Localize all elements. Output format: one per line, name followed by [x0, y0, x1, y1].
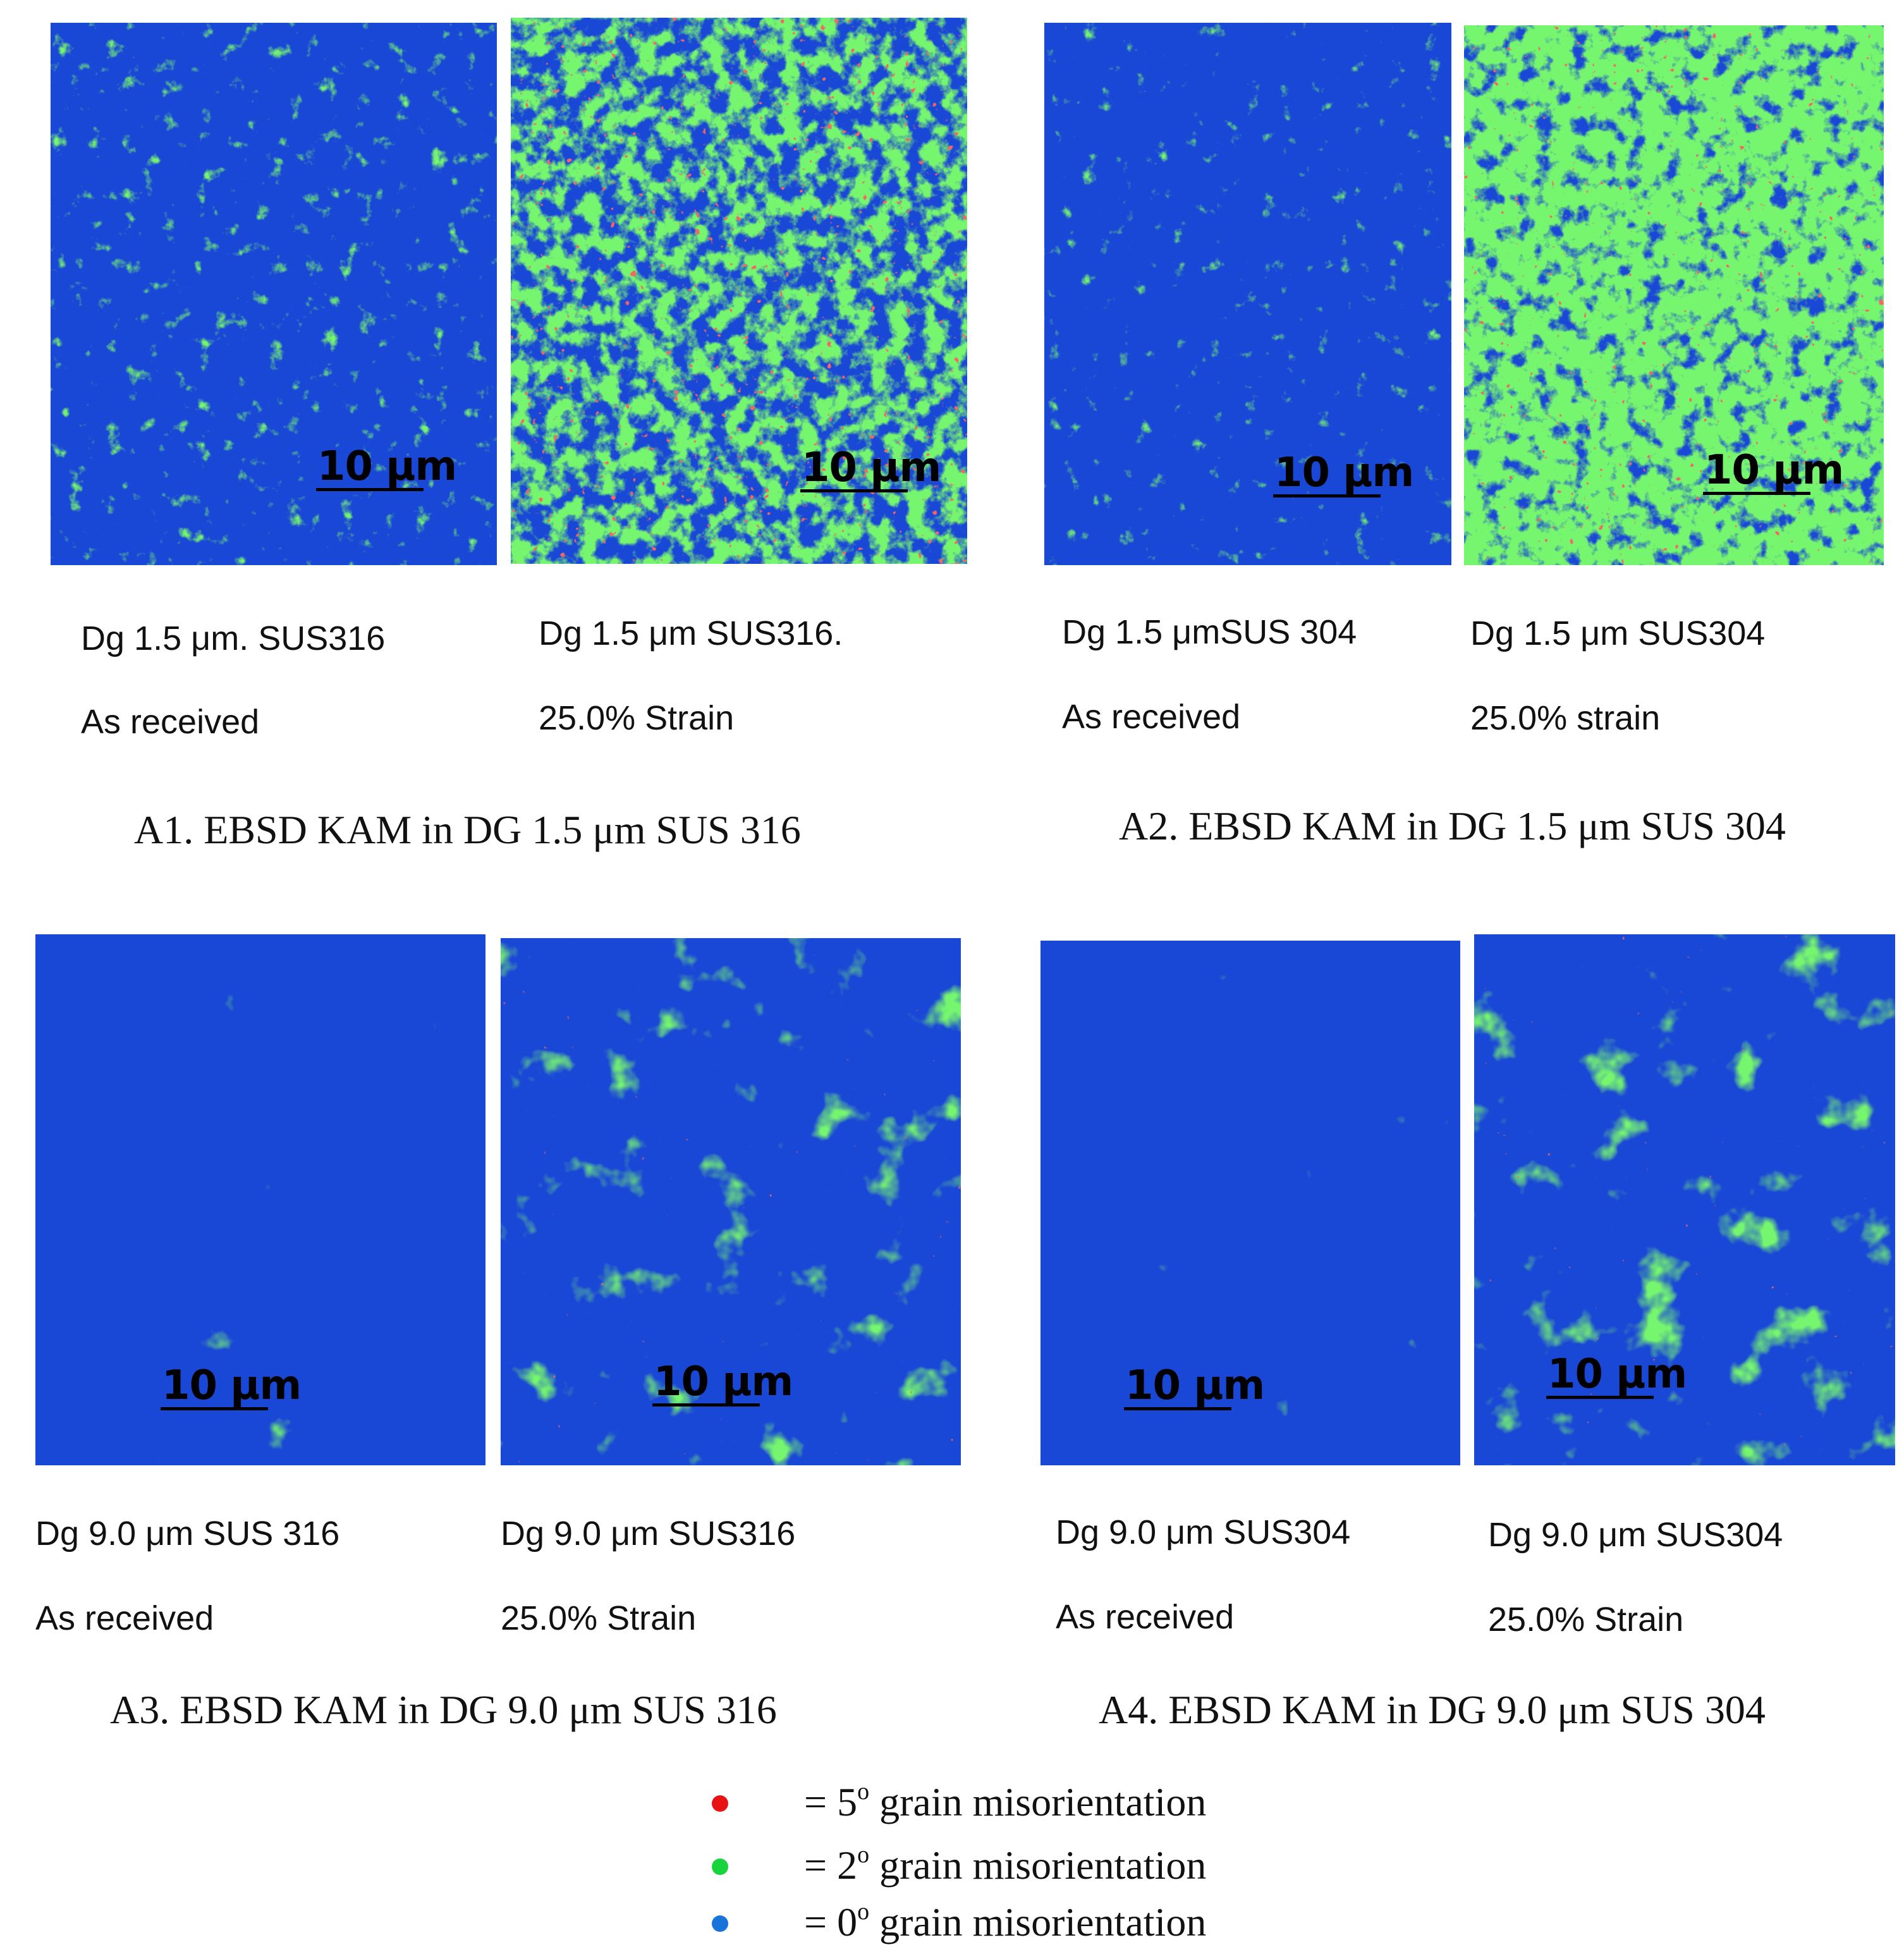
legend-degree-symbol: o	[857, 1898, 870, 1925]
legend-degree-symbol: o	[857, 1778, 870, 1805]
figure-part-title: A1. EBSD KAM in DG 1.5 μm SUS 316	[134, 807, 801, 852]
panel-caption-line1: Dg 1.5 μm SUS304	[1470, 614, 1766, 652]
legend-entry-2deg: = 2o grain misorientation	[804, 1843, 1206, 1888]
legend-label: grain misorientation	[869, 1843, 1207, 1888]
panel-caption-line1: Dg 1.5 μm. SUS316	[81, 620, 386, 657]
legend-entry-5deg: = 5o grain misorientation	[804, 1778, 1207, 1824]
scale-bar-label: 10 μm	[1273, 449, 1414, 497]
panel-caption-line1: Dg 9.0 μm SUS 316	[35, 1515, 340, 1553]
panel-caption-line2: As received	[81, 703, 260, 741]
kam-map-a3-as-received: 10 μm	[35, 934, 485, 1465]
kam-map-a2-strained: 10 μm	[1464, 25, 1884, 565]
kam-texture	[35, 934, 485, 1465]
legend-label: grain misorientation	[869, 1900, 1207, 1944]
scale-bar-label: 10 μm	[316, 443, 457, 491]
scale-bar-label: 10 μm	[1546, 1351, 1687, 1399]
kam-map-a3-strained: 10 μm	[501, 938, 961, 1465]
legend-blue-marker	[712, 1915, 728, 1932]
panel-caption-line2: 25.0% Strain	[539, 699, 735, 737]
panel-caption-line2: As received	[1056, 1598, 1235, 1636]
legend-green-marker	[712, 1858, 728, 1875]
legend-value: = 0	[804, 1900, 858, 1944]
panel-caption-line1: Dg 9.0 μm SUS304	[1056, 1513, 1351, 1551]
legend-value: = 2	[804, 1843, 858, 1888]
kam-texture	[1464, 25, 1884, 565]
legend-entry-0deg: = 0o grain misorientation	[804, 1900, 1206, 1944]
kam-map-a4-strained: 10 μm	[1474, 934, 1895, 1465]
kam-texture	[1474, 934, 1895, 1465]
panel-caption-line1: Dg 1.5 μmSUS 304	[1062, 613, 1357, 651]
scale-bar-label: 10 μm	[800, 444, 941, 492]
legend-value: = 5	[804, 1779, 858, 1824]
figure-part-title: A4. EBSD KAM in DG 9.0 μm SUS 304	[1099, 1687, 1766, 1732]
kam-map-a4-as-received: 10 μm	[1040, 941, 1460, 1465]
panel-caption-line1: Dg 9.0 μm SUS316	[501, 1515, 796, 1553]
legend-label: grain misorientation	[869, 1779, 1207, 1824]
scale-bar-label: 10 μm	[652, 1358, 793, 1407]
scale-bar-label: 10 μm	[1124, 1362, 1265, 1410]
figure-part-title: A3. EBSD KAM in DG 9.0 μm SUS 316	[110, 1687, 777, 1732]
panel-caption-line1: Dg 9.0 μm SUS304	[1488, 1516, 1783, 1554]
legend-degree-symbol: o	[857, 1841, 870, 1868]
kam-texture	[501, 938, 961, 1465]
kam-texture	[1044, 23, 1451, 565]
panel-caption-line2: 25.0% Strain	[501, 1599, 697, 1637]
kam-texture	[1040, 941, 1460, 1465]
kam-map-a1-as-received: 10 μm	[51, 23, 497, 565]
panel-caption-line2: 25.0% Strain	[1488, 1601, 1684, 1639]
kam-map-a2-as-received: 10 μm	[1044, 23, 1451, 565]
panel-caption-line2: As received	[1062, 698, 1241, 736]
figure-part-title: A2. EBSD KAM in DG 1.5 μm SUS 304	[1119, 803, 1786, 848]
kam-texture	[51, 23, 497, 565]
scale-bar-label: 10 μm	[1703, 447, 1844, 495]
legend-red-marker	[712, 1795, 728, 1812]
scale-bar-label: 10 μm	[161, 1362, 302, 1410]
kam-map-a1-strained: 10 μm	[511, 18, 967, 564]
panel-caption-line1: Dg 1.5 μm SUS316.	[539, 614, 843, 652]
panel-caption-line2: As received	[35, 1599, 214, 1637]
kam-texture	[511, 18, 967, 564]
panel-caption-line2: 25.0% strain	[1470, 699, 1661, 737]
